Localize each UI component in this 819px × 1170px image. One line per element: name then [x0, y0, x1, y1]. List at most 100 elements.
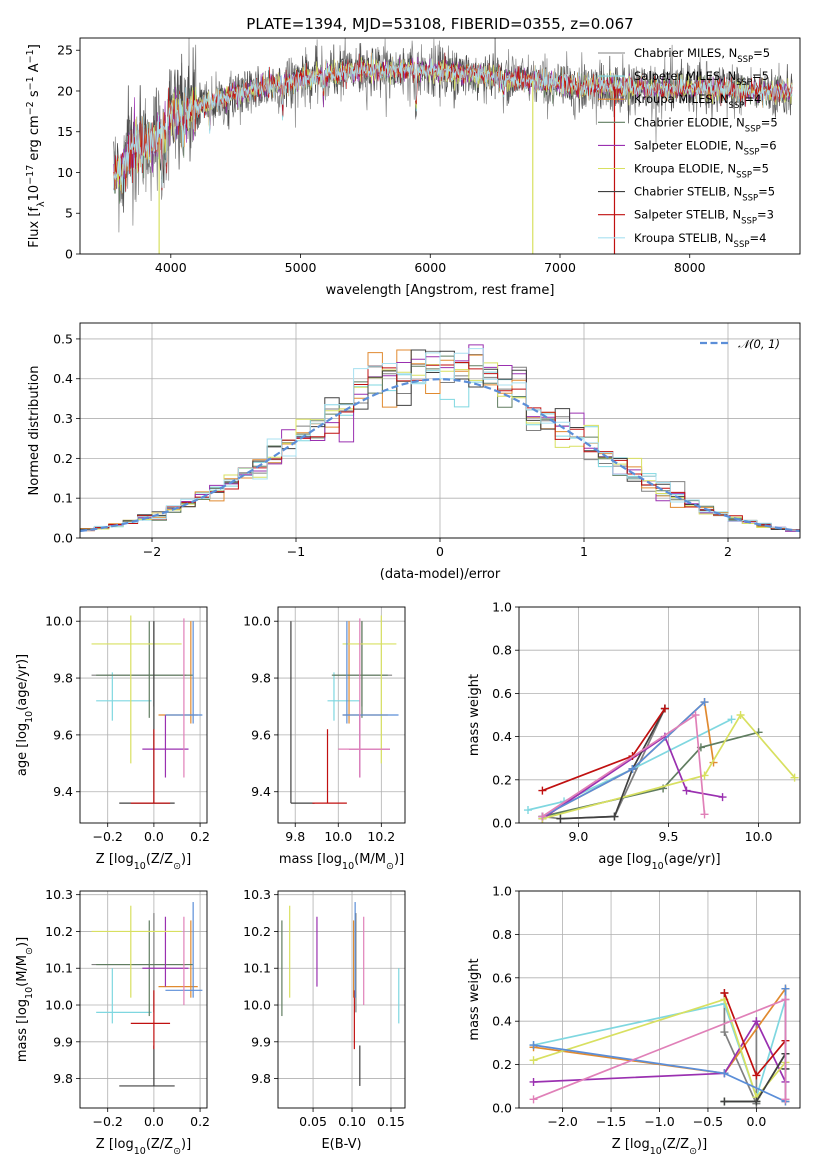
- weight-point-marker: [700, 810, 709, 819]
- axes-frame: [277, 606, 406, 824]
- x-tick-label: 6000: [414, 260, 446, 275]
- y-tick-label: 0.8: [492, 927, 512, 942]
- x-tick-label: 9.5: [659, 829, 679, 844]
- y-tick-label: 0.6: [492, 686, 512, 701]
- x-tick-label: 9.0: [568, 829, 588, 844]
- axes-frame: [79, 606, 208, 824]
- y-tick-label: 0.1: [53, 491, 73, 506]
- weight-point-marker: [610, 812, 619, 821]
- y-tick-label: 0.4: [53, 371, 73, 386]
- y-axis-label: age [log10(age/yr)]: [15, 654, 35, 776]
- x-tick-label: −0.2: [93, 1114, 123, 1129]
- y-axis-label: Flux [fλ10−17 erg cm−2 s−1 A−1]: [25, 44, 47, 248]
- y-tick-label: 10.0: [45, 998, 73, 1013]
- weight-point-marker: [752, 1017, 761, 1026]
- weight-vs-metallicity-panel: −2.0 −1.5 −1.0 −0.5 0.0 0.0 0.2 0.4 0.6 0.8 1.0 Z […: [467, 884, 801, 1157]
- y-axis-label: mass [log10(M/M⊙)]: [15, 937, 35, 1062]
- y-axis-label: mass weight: [467, 674, 482, 756]
- weight-point-marker: [720, 988, 729, 997]
- x-tick-label: 0.10: [338, 1114, 366, 1129]
- y-tick-label: 0.4: [492, 729, 512, 744]
- errorbar-series: [281, 902, 400, 1086]
- mass-vs-metallicity-panel: −0.2 0.0 0.2 9.8 9.9 10.0 10.1 10.2 10.3 Z [log10…: [15, 887, 210, 1156]
- weight-point-marker: [682, 786, 691, 795]
- weight-point-marker: [781, 995, 790, 1004]
- x-axis-label: Z [log10(Z/Z⊙)]: [612, 1137, 707, 1157]
- y-tick-label: 0.0: [492, 816, 512, 831]
- axes-frame: [518, 606, 801, 824]
- y-tick-label: 0.4: [492, 1014, 512, 1029]
- y-tick-label: 10.1: [45, 961, 73, 976]
- legend-label: Kroupa STELIB, NSSP=4: [634, 231, 766, 250]
- y-tick-label: 9.8: [251, 1071, 271, 1086]
- spectrum-lines: [113, 38, 793, 254]
- x-tick-label: 0.0: [144, 829, 164, 844]
- x-tick-label: 0.0: [746, 1114, 766, 1129]
- weight-point-marker: [524, 806, 533, 815]
- y-tick-label: 0.3: [53, 411, 73, 426]
- weight-point-marker: [781, 1095, 790, 1104]
- weight-point-marker: [660, 704, 669, 713]
- weight-point-marker: [718, 793, 727, 802]
- y-tick-label: 10: [57, 165, 73, 180]
- legend-label: Chabrier ELODIE, NSSP=5: [634, 115, 778, 134]
- x-tick-label: 10.2: [367, 829, 395, 844]
- weight-point-marker: [700, 771, 709, 780]
- mass-vs-extinction-panel: 0.05 0.10 0.15 9.8 9.9 10.0 10.1 10.2 10.3 E(B-V): [243, 887, 406, 1152]
- x-tick-label: 8000: [674, 260, 706, 275]
- y-tick-label: 10.0: [243, 614, 271, 629]
- histogram-series: [80, 344, 800, 533]
- weight-point-marker: [727, 715, 736, 724]
- x-tick-label: 1: [580, 544, 588, 559]
- weight-point-marker: [720, 1028, 729, 1037]
- weight-point-marker: [628, 765, 637, 773]
- x-tick-label: 7000: [544, 260, 576, 275]
- y-tick-label: 0.2: [53, 451, 73, 466]
- x-tick-label: 5000: [285, 260, 317, 275]
- x-tick-label: 0.05: [299, 1114, 327, 1129]
- y-tick-label: 0.0: [53, 531, 73, 546]
- weight-point-marker: [700, 698, 709, 707]
- weight-point-marker: [720, 1069, 729, 1078]
- x-tick-label: −0.2: [93, 829, 123, 844]
- weight-point-marker: [529, 1095, 538, 1104]
- y-tick-label: 10.2: [45, 924, 73, 939]
- weight-point-marker: [529, 1056, 538, 1065]
- weight-series: [524, 698, 799, 823]
- axes-frame: [518, 890, 801, 1109]
- y-axis-label: mass weight: [467, 958, 482, 1040]
- weight-series-line: [527, 718, 732, 811]
- x-axis-label: age [log10(age/yr)]: [598, 852, 720, 872]
- x-tick-label: −2.0: [547, 1114, 577, 1129]
- weight-series: [529, 984, 790, 1108]
- axes-frame: [79, 37, 801, 255]
- y-tick-label: 20: [57, 83, 73, 98]
- weight-series-line: [541, 735, 723, 820]
- legend-label: Salpeter STELIB, NSSP=3: [634, 208, 774, 227]
- y-axis-label: Normed distribution: [27, 366, 42, 496]
- x-axis-label: Z [log10(Z/Z⊙)]: [96, 1137, 191, 1157]
- weight-point-marker: [538, 812, 547, 821]
- y-tick-label: 0.0: [492, 1101, 512, 1116]
- weight-point-marker: [538, 786, 547, 795]
- y-tick-label: 10.1: [243, 961, 271, 976]
- x-axis-label: wavelength [Angstrom, rest frame]: [326, 283, 555, 298]
- figure-title: PLATE=1394, MJD=53108, FIBERID=0355, z=0…: [246, 15, 633, 33]
- y-tick-label: 15: [57, 124, 73, 139]
- weight-point-marker: [529, 1077, 538, 1086]
- y-tick-label: 9.9: [251, 1034, 271, 1049]
- y-tick-label: 9.4: [53, 784, 73, 799]
- y-tick-label: 10.0: [243, 998, 271, 1013]
- residual-histogram-panel: −2 −1 0 1 2 0.0 0.1 0.2 0.3 0.4 0.5 𝒩(0, 1) (data-mo…: [27, 322, 801, 582]
- weight-point-marker: [790, 773, 799, 782]
- legend-label: Kroupa MILES, NSSP=4: [634, 92, 761, 111]
- weight-vs-age-panel: 9.0 9.5 10.0 0.0 0.2 0.4 0.6 0.8 1.0 age [log10(a…: [467, 600, 801, 872]
- y-tick-label: 0.6: [492, 970, 512, 985]
- x-axis-label: (data-model)/error: [380, 567, 501, 582]
- x-tick-label: −2: [143, 544, 161, 559]
- x-tick-label: −0.5: [693, 1114, 723, 1129]
- legend-label: Salpeter MILES, NSSP=5: [634, 69, 769, 88]
- y-tick-label: 9.8: [53, 1071, 73, 1086]
- axes-frame: [277, 890, 406, 1109]
